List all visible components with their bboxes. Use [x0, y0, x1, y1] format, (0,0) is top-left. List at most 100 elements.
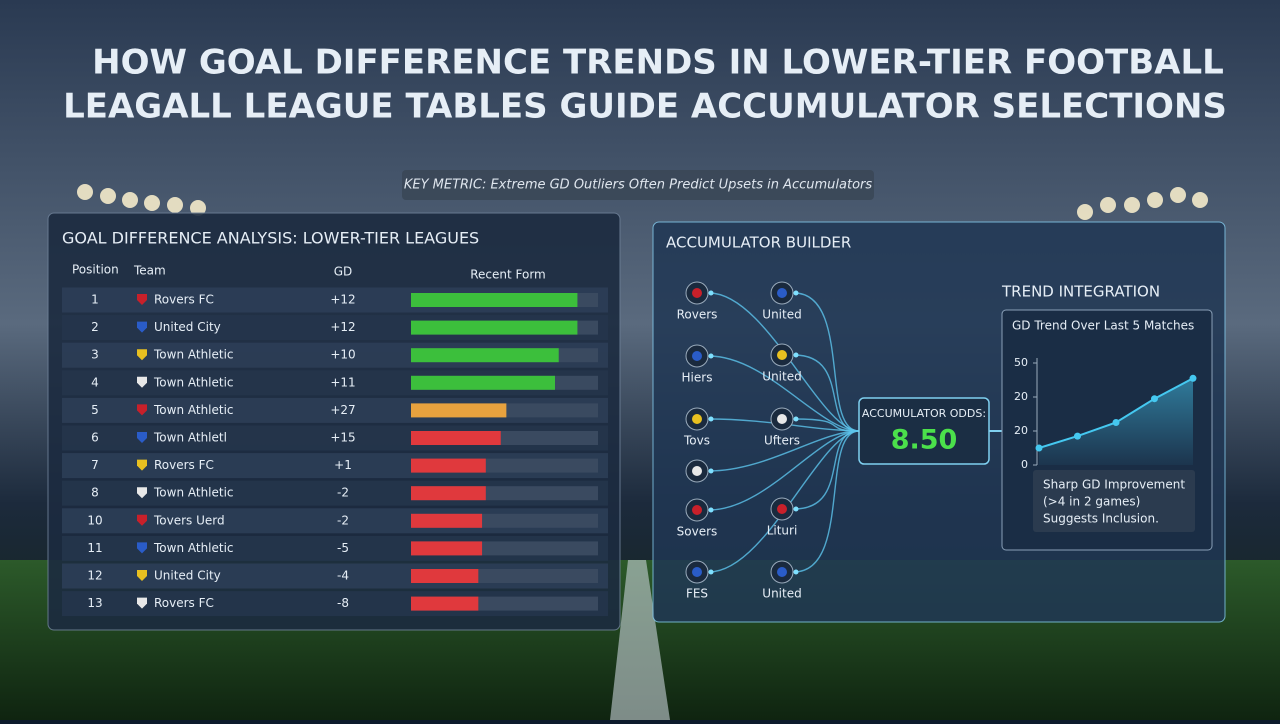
position: 2: [91, 320, 99, 334]
team-node: Sovers: [677, 525, 718, 539]
team-badge-core: [692, 505, 702, 515]
header-cell: Recent Form: [470, 268, 546, 282]
form-bar: [411, 458, 486, 473]
key-metric: KEY METRIC: Extreme GD Outliers Often Pr…: [404, 178, 873, 193]
annotation: Suggests Inclusion.: [1043, 512, 1159, 526]
header-cell: Position: [72, 263, 119, 277]
point: [1189, 374, 1197, 382]
key-metric-box: [402, 170, 874, 200]
team-node: United: [762, 370, 801, 384]
link: [793, 430, 860, 573]
position: 11: [87, 541, 102, 555]
link-dot: [708, 468, 714, 474]
link-dot: [708, 507, 714, 513]
position: 3: [91, 348, 99, 362]
point: [1074, 432, 1081, 440]
team-badge-core: [692, 414, 702, 424]
team: Rovers FC: [154, 596, 214, 610]
form-bar: [411, 569, 479, 583]
team-node: Hiers: [682, 371, 713, 385]
team-badge: [137, 404, 147, 416]
team: Rovers FC: [154, 458, 214, 472]
gd: -5: [337, 541, 349, 555]
team-badge: [137, 597, 147, 609]
team-node: Lituri: [767, 524, 798, 538]
team-badge: [137, 570, 147, 581]
y-tick-label: 50: [1014, 356, 1028, 369]
form-bar: [411, 513, 483, 528]
annotation-box: [1033, 470, 1195, 532]
team-badge-core: [777, 350, 787, 360]
table-rows: 1 Rovers FC +12 2 United City +12 3 Town Athlet…: [62, 287, 608, 617]
chart-title: GD Trend Over Last 5 Matches: [1012, 319, 1194, 333]
form-bar: [411, 375, 555, 390]
position: 6: [91, 431, 99, 445]
team: Town Athletic: [153, 541, 234, 555]
link: [793, 418, 860, 432]
team-badge: [137, 432, 147, 443]
link-dot: [708, 416, 714, 422]
position: 12: [87, 569, 102, 583]
y-tick-label: 20: [1014, 424, 1028, 437]
form-bar: [411, 431, 501, 445]
link-dot: [793, 352, 799, 358]
y-tick-label: 20: [1014, 390, 1028, 403]
link: [708, 355, 860, 432]
gd: +1: [334, 458, 352, 472]
gd: +11: [330, 375, 355, 389]
header-cell: GD: [334, 265, 353, 279]
gd: +10: [330, 348, 355, 362]
builder-network: Rovers Hiers Tovs Sovers FES United United Ufte…: [677, 281, 860, 601]
pitch-line: [610, 560, 670, 720]
team-badge-core: [692, 466, 702, 476]
team: United City: [154, 569, 221, 583]
position: 13: [87, 596, 102, 610]
floodlights: [77, 184, 1208, 220]
table-title: GOAL DIFFERENCE ANALYSIS: LOWER-TIER LEA…: [62, 229, 479, 248]
trend-chart: 0 20 20 50: [1014, 356, 1197, 471]
form-bar: [411, 348, 559, 363]
team: Tovers Uerd: [153, 513, 225, 527]
team-badge: [137, 459, 147, 471]
gd: +12: [330, 320, 355, 334]
link: [708, 430, 860, 511]
form-bar: [411, 596, 479, 611]
point: [1035, 444, 1043, 452]
link: [793, 354, 860, 432]
team-badge-core: [777, 504, 787, 514]
link-dot: [708, 569, 714, 575]
team: Town Athletic: [153, 375, 234, 389]
link: [793, 430, 860, 510]
builder-title: ACCUMULATOR BUILDER: [666, 234, 851, 252]
gd: -2: [337, 486, 349, 500]
point: [1151, 395, 1158, 403]
form-bar: [411, 403, 507, 418]
team-badge-core: [777, 414, 787, 424]
title-line: LEAGALL LEAGUE TABLES GUIDE ACCUMULATOR …: [63, 87, 1227, 127]
annotation: (>4 in 2 games): [1043, 495, 1140, 509]
form-bar: [411, 541, 483, 556]
position: 5: [91, 403, 99, 417]
gd: -4: [337, 569, 349, 583]
team-node: United: [762, 587, 801, 601]
gd: -2: [337, 513, 349, 527]
team: United City: [154, 320, 221, 334]
team-badge: [137, 376, 147, 388]
trend-title: TREND INTEGRATION: [1001, 283, 1160, 301]
link-dot: [708, 290, 714, 296]
point: [1112, 419, 1120, 426]
team-badge: [137, 542, 147, 554]
odds-value: 8.50: [891, 425, 958, 456]
team: Town Athletl: [153, 431, 227, 445]
link: [708, 430, 860, 472]
team: Rovers FC: [154, 293, 214, 307]
position: 8: [91, 486, 99, 500]
y-tick-label: 0: [1021, 458, 1028, 471]
team-node: United: [762, 308, 801, 322]
team-badge: [137, 321, 147, 333]
gd: +12: [330, 293, 355, 307]
link-dot: [793, 290, 799, 296]
team-badge-core: [777, 288, 787, 298]
team-badge-core: [692, 567, 702, 577]
